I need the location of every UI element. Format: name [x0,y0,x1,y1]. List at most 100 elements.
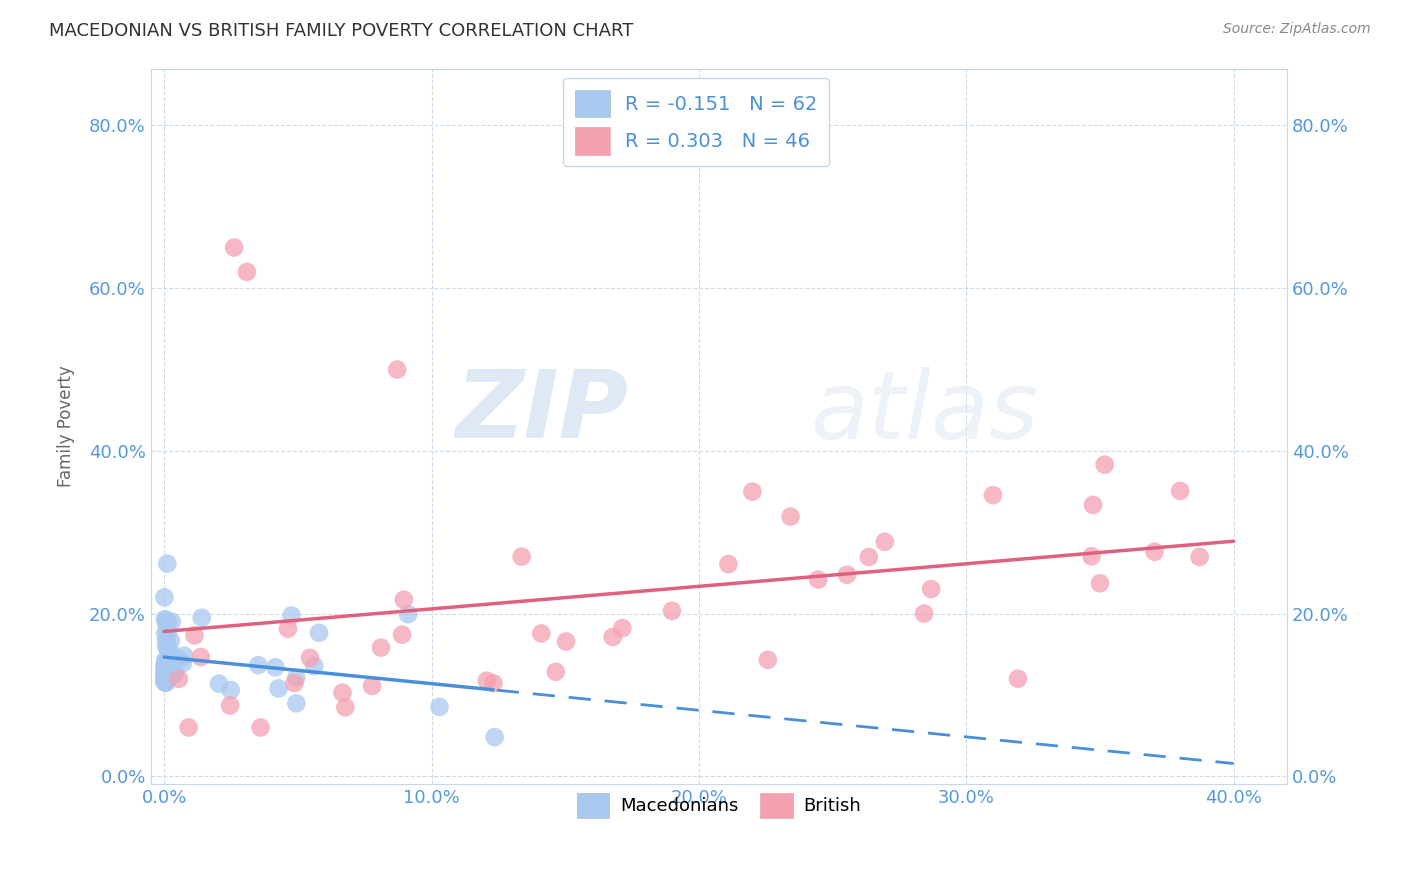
Point [530,626,553,640]
Point [155,668,177,682]
Point [332,686,354,700]
Point [912,607,935,621]
Point [155,614,177,628]
Point [159,649,181,664]
Point [160,633,183,648]
Point [172,657,194,671]
Point [873,534,896,549]
Point [385,362,408,376]
Point [155,633,177,648]
Point [163,665,186,680]
Text: atlas: atlas [810,367,1038,458]
Point [155,653,177,667]
Point [236,265,259,279]
Point [153,670,176,684]
Point [807,573,830,587]
Point [1143,545,1166,559]
Point [155,639,177,653]
Point [779,509,801,524]
Point [308,625,330,640]
Point [157,671,180,685]
Point [153,612,176,626]
Point [157,663,180,677]
Point [1188,549,1211,564]
Point [167,652,190,666]
Point [159,662,181,676]
Point [756,653,779,667]
Point [153,627,176,641]
Point [219,683,242,698]
Point [429,699,451,714]
Point [153,665,176,679]
Point [361,679,384,693]
Point [157,670,180,684]
Point [153,666,176,681]
Point [156,665,179,679]
Point [155,675,177,690]
Point [183,628,205,642]
Point [156,640,179,655]
Point [173,648,195,663]
Point [264,660,287,674]
Point [510,549,533,564]
Point [298,650,321,665]
Point [155,665,177,679]
Point [920,582,942,596]
Point [247,658,270,673]
Point [602,630,624,644]
Point [208,676,231,690]
Point [392,592,415,607]
Point [277,622,299,636]
Point [153,661,176,675]
Point [155,675,177,690]
Legend: Macedonians, British: Macedonians, British [569,786,869,825]
Point [155,672,177,686]
Point [1088,576,1111,591]
Point [475,673,498,688]
Point [224,240,246,254]
Point [283,676,305,690]
Point [153,668,176,682]
Point [285,696,308,710]
Point [167,672,190,686]
Point [1080,549,1102,564]
Point [160,615,183,629]
Point [153,591,176,605]
Point [163,666,186,681]
Point [267,681,290,696]
Point [155,669,177,683]
Text: MACEDONIAN VS BRITISH FAMILY POVERTY CORRELATION CHART: MACEDONIAN VS BRITISH FAMILY POVERTY COR… [49,22,634,40]
Point [661,604,683,618]
Point [396,607,419,622]
Point [1168,483,1191,498]
Y-axis label: Family Poverty: Family Poverty [58,366,75,487]
Point [835,567,858,582]
Text: ZIP: ZIP [456,366,628,458]
Point [741,484,763,499]
Point [155,617,177,632]
Point [335,700,357,714]
Point [153,675,176,690]
Point [304,659,326,673]
Point [370,640,392,655]
Point [1081,498,1104,512]
Point [544,665,567,679]
Point [155,654,177,668]
Point [191,610,214,624]
Point [153,673,176,687]
Point [717,557,740,571]
Point [159,651,181,665]
Point [153,673,176,687]
Point [153,673,176,688]
Point [555,634,578,648]
Point [157,658,180,673]
Point [858,549,880,564]
Point [249,721,271,735]
Point [155,657,177,672]
Point [1007,672,1029,686]
Point [612,621,634,635]
Point [156,626,179,640]
Text: Source: ZipAtlas.com: Source: ZipAtlas.com [1223,22,1371,37]
Point [153,671,176,685]
Point [484,730,506,744]
